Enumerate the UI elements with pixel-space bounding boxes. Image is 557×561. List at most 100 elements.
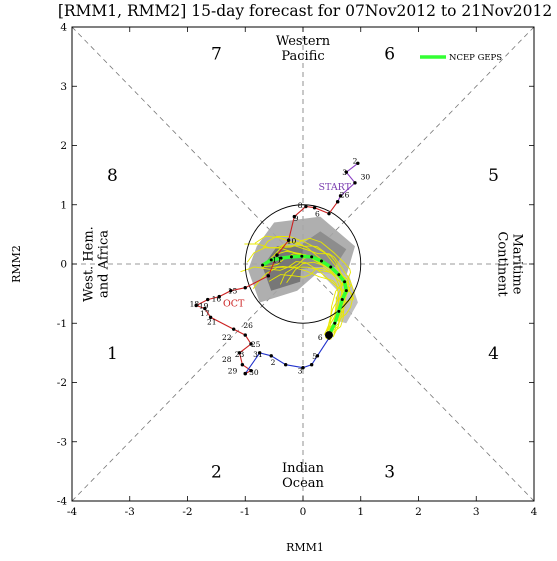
- x-tick-label: -2: [182, 506, 192, 518]
- forecast-point: [319, 259, 323, 263]
- observed-point: [266, 274, 271, 278]
- forecast-start-marker: [324, 331, 333, 340]
- observed-point: [327, 211, 331, 216]
- phase-number: 2: [211, 462, 222, 482]
- diagonal-line: [72, 27, 534, 501]
- forecast-point: [329, 265, 333, 269]
- day-label: 15: [228, 287, 238, 296]
- phase-number: 1: [107, 344, 118, 364]
- observed-point: [194, 303, 198, 308]
- y-tick-label: 0: [60, 259, 67, 271]
- observed-trajectory: [244, 337, 330, 374]
- forecast-point: [340, 298, 344, 302]
- chart-title: [RMM1, RMM2] 15-day forecast for 07Nov20…: [58, 2, 552, 20]
- observed-point: [269, 354, 273, 358]
- phase-number: 8: [107, 166, 118, 186]
- observed-point: [356, 161, 360, 165]
- day-label: 9: [294, 214, 299, 223]
- observed-point: [243, 371, 247, 376]
- forecast-point: [261, 263, 265, 267]
- x-axis-label: RMM1: [286, 541, 324, 554]
- day-label: 3: [342, 168, 347, 177]
- day-label: 10: [287, 236, 297, 245]
- observed-point: [208, 315, 213, 320]
- y-tick-label: 4: [60, 22, 67, 34]
- x-tick-label: 3: [473, 506, 480, 518]
- phase-number: 3: [384, 462, 395, 482]
- region-label-line: and Africa: [97, 230, 112, 298]
- x-tick-label: 2: [415, 506, 422, 518]
- forecast-point: [289, 255, 293, 259]
- day-label: 3: [298, 367, 303, 376]
- observed-point: [344, 170, 349, 174]
- ensemble-member-track: [279, 266, 354, 332]
- day-label: 2: [353, 156, 358, 165]
- observed-point: [249, 342, 253, 346]
- observed-point: [338, 194, 343, 198]
- forecast-point: [300, 254, 304, 258]
- y-tick-label: -4: [57, 496, 68, 508]
- y-tick-label: -2: [57, 377, 67, 389]
- region-label-line: West. Hem.: [82, 226, 97, 302]
- day-label: 22: [222, 333, 232, 342]
- y-axis-label: RMM2: [10, 245, 23, 283]
- y-tick-label: -3: [57, 436, 67, 448]
- observed-point: [240, 363, 245, 367]
- observed-point: [301, 365, 305, 370]
- observed-point: [257, 351, 262, 355]
- observed-point: [232, 327, 236, 331]
- phase-number: 4: [488, 344, 499, 364]
- forecast-point: [337, 309, 341, 313]
- day-label: 8: [298, 201, 303, 210]
- region-label-line: Pacific: [281, 49, 324, 64]
- observed-point: [327, 336, 331, 340]
- ensemble-member-track: [240, 261, 346, 340]
- forecast-point: [333, 321, 337, 325]
- day-label: 21: [207, 317, 217, 326]
- day-label: 28: [222, 355, 232, 364]
- observed-point: [237, 351, 242, 355]
- observed-point: [275, 253, 279, 257]
- legend-label-ncep-geps: NCEP GEPS: [449, 53, 502, 63]
- region-label-line: Ocean: [282, 476, 324, 491]
- day-label: 30: [249, 368, 259, 377]
- forecast-point: [310, 255, 314, 259]
- day-label: 29: [228, 367, 238, 376]
- observed-point: [335, 200, 340, 204]
- forecast-point: [269, 258, 273, 262]
- chart-legend: NCEP GEPS: [420, 53, 502, 63]
- observed-point: [353, 181, 357, 185]
- forecast-point: [343, 280, 347, 284]
- phase-number: 5: [488, 166, 499, 186]
- phase-number: 6: [384, 45, 395, 65]
- observed-point: [229, 288, 233, 293]
- phase-number: 7: [211, 45, 222, 65]
- observed-point: [243, 286, 247, 290]
- observed-point: [315, 354, 320, 358]
- observed-point: [312, 206, 317, 210]
- y-tick-label: 1: [60, 199, 67, 211]
- day-label: 30: [361, 172, 371, 181]
- observed-point: [292, 214, 297, 219]
- day-label: 26: [340, 191, 350, 200]
- observed-point: [243, 333, 247, 337]
- x-tick-label: -4: [67, 506, 78, 518]
- observed-point: [304, 204, 308, 209]
- day-label: 16: [212, 294, 222, 303]
- observed-point: [309, 363, 314, 367]
- day-label: 11: [272, 255, 282, 264]
- forecast-point: [344, 289, 348, 293]
- day-label: 19: [199, 301, 209, 310]
- x-tick-label: -1: [240, 506, 250, 518]
- observed-point: [206, 297, 210, 302]
- x-tick-label: 4: [531, 506, 538, 518]
- region-label-line: Western: [276, 34, 331, 49]
- y-tick-label: 3: [60, 81, 67, 93]
- region-label: West. Hem. and Africa: [82, 226, 112, 302]
- day-label: 17: [200, 309, 210, 318]
